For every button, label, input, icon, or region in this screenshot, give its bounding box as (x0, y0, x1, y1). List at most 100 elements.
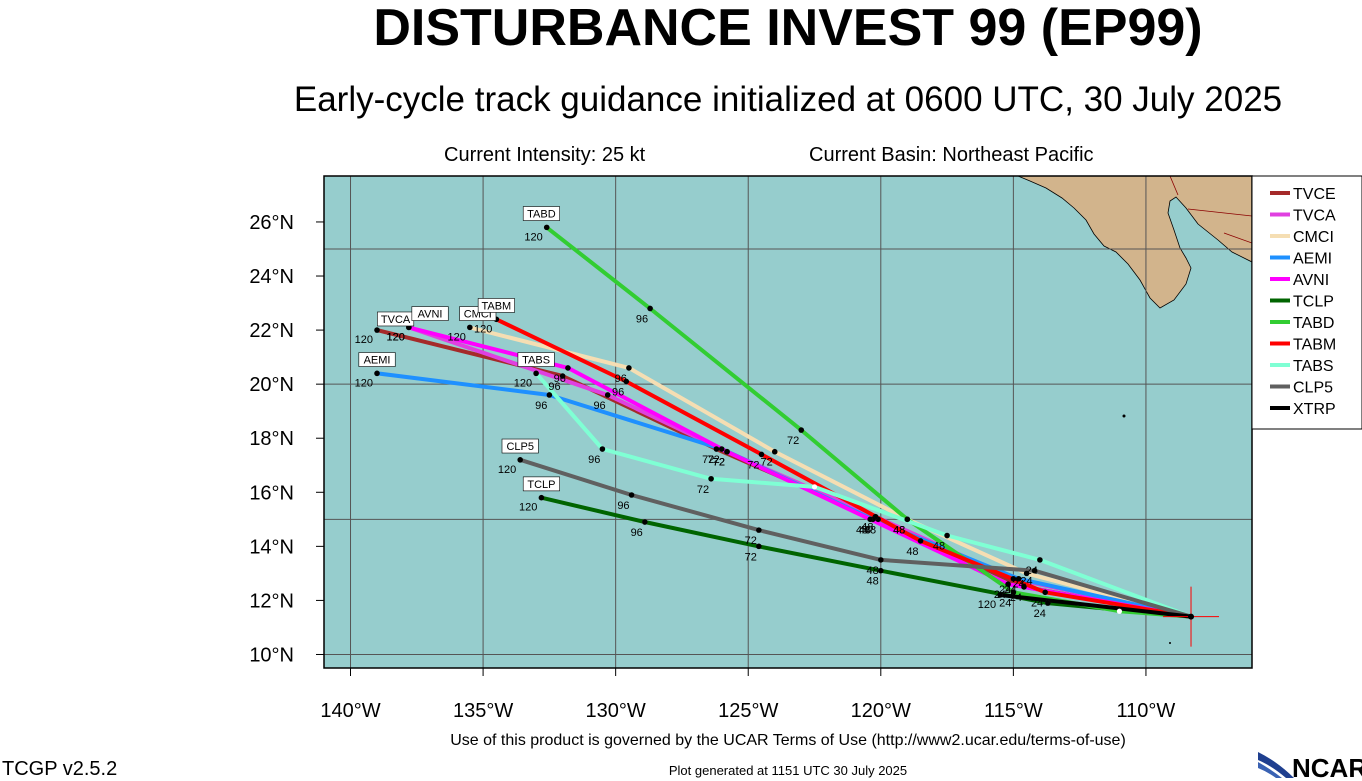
forecast-hour-label: 72 (707, 454, 719, 466)
forecast-hour-dot (798, 427, 805, 433)
forecast-hour-label: 24 (1012, 578, 1024, 590)
legend-label: TABS (1293, 358, 1334, 375)
forecast-hour-dot (626, 365, 632, 371)
chart-title: DISTURBANCE INVEST 99 (EP99) (373, 0, 1203, 57)
track-clp5 (518, 457, 1193, 619)
forecast-hour-dot (867, 516, 873, 523)
legend-label: XTRP (1293, 401, 1336, 418)
y-tick-label: 14°N (249, 536, 294, 558)
y-tick-label: 20°N (249, 374, 294, 396)
end-label-tabs: TABS (522, 355, 550, 367)
forecast-hour-label: 24 (1034, 608, 1046, 620)
forecast-hour-label: 72 (713, 457, 725, 469)
current-basin: Current Basin: Northeast Pacific (809, 144, 1094, 166)
track-end-dot (467, 324, 473, 331)
forecast-hour-dot (708, 475, 714, 482)
track-tclp (539, 495, 1193, 619)
end-label-tabm: TABM (481, 300, 511, 312)
legend-label: TABD (1293, 315, 1334, 332)
y-tick-label: 24°N (249, 266, 294, 288)
track-point (811, 484, 818, 490)
forecast-hour-label: 96 (617, 500, 629, 512)
forecast-hour-label: 96 (593, 400, 605, 412)
x-tick-label: 130°W (586, 700, 646, 722)
ncar-swoosh-icon (1258, 762, 1282, 778)
end-label-box (477, 298, 515, 313)
forecast-hour-label: 96 (554, 373, 566, 385)
forecast-hour-dot (1010, 575, 1017, 582)
forecast-hour-dot (559, 373, 566, 379)
forecast-hour-label: 48 (864, 524, 876, 536)
end-label-box (358, 352, 396, 367)
forecast-hour-label: 24 (1031, 597, 1043, 609)
forecast-hour-label: 96 (535, 400, 547, 412)
forecast-hour-label: 72 (713, 457, 725, 469)
forecast-hour-dot (1021, 584, 1027, 590)
forecast-hour-dot (628, 492, 635, 498)
forecast-hour-dot (1042, 589, 1048, 596)
island-dot (1169, 642, 1171, 644)
forecast-hour-dot (878, 557, 884, 563)
forecast-hour-dot (1005, 581, 1011, 587)
forecast-hour-dot (758, 451, 765, 458)
forecast-hour-dot (565, 365, 571, 371)
y-tick-label: 22°N (249, 320, 294, 342)
forecast-hour-label: 72 (747, 459, 759, 471)
forecast-hour-dot (1037, 557, 1043, 563)
forecast-hour-dot (604, 392, 611, 398)
track-cmci (467, 325, 1193, 619)
forecast-hour-label: 24 (1010, 592, 1022, 604)
x-tick-label: 140°W (320, 700, 380, 722)
forecast-hour-label: 120 (498, 464, 516, 476)
island-dot (1122, 414, 1126, 418)
forecast-hour-label: 48 (867, 565, 879, 577)
state-borders (1169, 176, 1252, 244)
legend-label: AVNI (1293, 272, 1329, 289)
forecast-hour-label: 120 (978, 599, 996, 611)
forecast-hour-label: 24 (1004, 584, 1016, 596)
track-end-dot (997, 592, 1003, 598)
forecast-hour-dot (623, 378, 630, 385)
current-intensity: Current Intensity: 25 kt (444, 144, 646, 166)
end-label-box (517, 352, 555, 367)
forecast-hour-label: 48 (906, 546, 918, 558)
forecast-hour-dot (944, 532, 950, 539)
forecast-hour-dot (599, 446, 606, 452)
forecast-hour-label: 120 (386, 331, 404, 343)
track-end-dot (517, 457, 524, 463)
forecast-hour-label: 72 (745, 535, 757, 547)
track-end-dot (374, 327, 380, 333)
y-tick-label: 26°N (249, 212, 294, 234)
legend-label: TABM (1293, 337, 1336, 354)
forecast-hour-label: 120 (355, 334, 373, 346)
forecast-hour-label: 96 (588, 454, 600, 466)
y-tick-label: 12°N (249, 590, 294, 612)
track-end-dot (543, 224, 550, 231)
legend-label: CLP5 (1293, 380, 1333, 397)
end-label-box (501, 438, 539, 454)
track-end-dot (533, 370, 539, 377)
x-tick-label: 110°W (1117, 700, 1176, 722)
end-label-clp5: CLP5 (506, 441, 534, 453)
end-label-aemi: AEMI (364, 355, 391, 367)
forecast-hour-dot (647, 305, 653, 312)
forecast-hour-label: 72 (760, 457, 772, 469)
legend-label: TCLP (1293, 294, 1334, 311)
forecast-hour-label: 120 (474, 323, 492, 335)
track-end-dot (538, 494, 545, 501)
forecast-hour-dot (713, 446, 720, 452)
forecast-hour-label: 72 (697, 484, 709, 496)
forecast-hour-label: 48 (933, 541, 945, 553)
forecast-hour-label: 120 (386, 331, 404, 343)
track-end-dot (374, 370, 380, 377)
forecast-hour-label: 24 (1026, 565, 1038, 577)
forecast-hour-label: 96 (636, 313, 648, 325)
forecast-hour-label: 24 (999, 584, 1011, 596)
y-tick-label: 10°N (249, 644, 294, 666)
x-tick-label: 135°W (453, 700, 513, 722)
forecast-hour-label: 96 (615, 373, 627, 385)
forecast-hour-label: 120 (524, 231, 542, 243)
forecast-hour-dot (546, 392, 553, 398)
track-point (1116, 608, 1123, 614)
forecast-hour-label: 48 (861, 522, 873, 534)
